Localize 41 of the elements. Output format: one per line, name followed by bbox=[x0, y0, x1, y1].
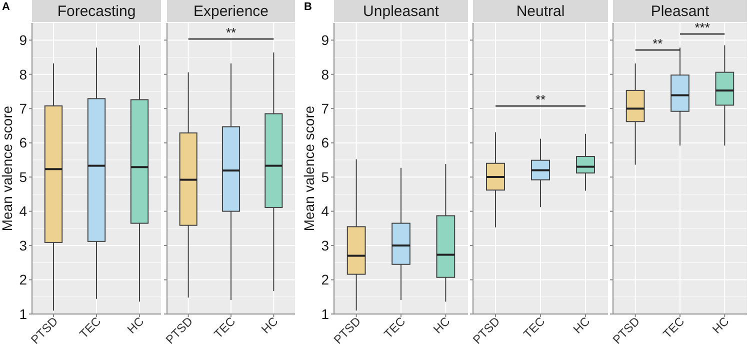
x-tick-label: HC bbox=[570, 314, 593, 336]
y-tick-label: 1 bbox=[19, 306, 28, 322]
chart-title: Experience bbox=[193, 3, 269, 20]
chart-title: Neutral bbox=[516, 3, 565, 20]
y-axis-title: Mean valence score bbox=[301, 106, 317, 232]
x-tick-label: HC bbox=[124, 314, 147, 336]
x-tick-label: TEC bbox=[211, 314, 238, 342]
y-tick-label: 7 bbox=[321, 100, 330, 116]
y-tick-label: 6 bbox=[19, 134, 28, 151]
y-tick-label: 1 bbox=[321, 306, 330, 322]
y-tick-label: 5 bbox=[19, 168, 28, 185]
y-tick-label: 8 bbox=[19, 66, 28, 82]
y-tick-label: 6 bbox=[321, 134, 330, 151]
chart-title: Unpleasant bbox=[363, 3, 440, 20]
x-tick-label: HC bbox=[430, 314, 454, 336]
chart-title: Forecasting bbox=[57, 3, 136, 20]
y-axis-title: Mean valence score bbox=[0, 106, 15, 232]
x-tick-label: HC bbox=[258, 314, 282, 336]
y-tick-label: 9 bbox=[19, 32, 28, 48]
y-tick-label: 7 bbox=[19, 100, 28, 116]
y-tick-label: 4 bbox=[19, 203, 28, 220]
y-tick-label: 3 bbox=[19, 237, 28, 254]
y-tick-label: 4 bbox=[321, 203, 330, 220]
y-tick-label: 9 bbox=[321, 32, 330, 48]
annotation: ** bbox=[652, 36, 663, 51]
x-tick-label: TEC bbox=[76, 314, 104, 342]
annotation: ** bbox=[535, 92, 546, 107]
y-tick-label: 5 bbox=[321, 168, 330, 185]
chart-title: Pleasant bbox=[650, 3, 710, 20]
text: A bbox=[2, 1, 10, 13]
y-tick-label: 8 bbox=[321, 66, 330, 82]
x-tick-label: TEC bbox=[520, 314, 548, 342]
x-tick-label: HC bbox=[710, 314, 732, 336]
y-tick-label: 2 bbox=[19, 272, 28, 288]
x-tick-label: TEC bbox=[381, 314, 408, 342]
annotation: ** bbox=[226, 25, 236, 40]
y-tick-label: 3 bbox=[321, 237, 330, 254]
x-tick-label: TEC bbox=[660, 314, 688, 342]
text: B bbox=[304, 1, 312, 13]
annotation: *** bbox=[694, 20, 710, 35]
y-tick-label: 2 bbox=[321, 272, 330, 288]
